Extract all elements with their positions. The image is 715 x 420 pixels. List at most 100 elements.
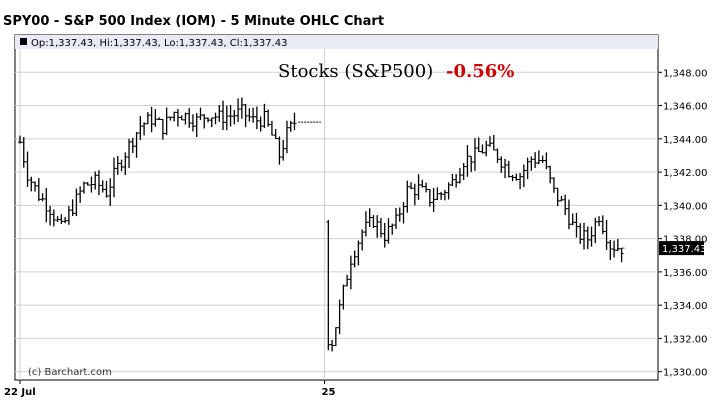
y-tick-label: 1,348.00 [663,68,708,79]
x-tick-label: 22 Jul [4,387,36,398]
ohlc-bar [521,164,526,188]
ohlc-bar [363,211,368,237]
ohlc-bar [405,180,410,213]
ohlc-bar [548,165,553,184]
ohlc-bar [612,240,617,258]
ohlc-bar [326,220,331,351]
ohlc-bar [164,107,169,136]
annotation-label: Stocks (S&P500) [278,61,433,82]
ohlc-bar [89,176,94,193]
ohlc-bar [566,199,571,230]
ohlc-bar [85,182,90,186]
ohlc-bar [431,187,436,213]
ohlc-bar [382,222,387,248]
ohlc-bar [59,214,64,225]
ohlc-bar [555,187,560,207]
x-axis: 22 Jul 25 [4,380,336,398]
ohlc-bar [480,144,485,154]
ohlc-bar [243,103,248,128]
ohlc-bar [48,205,53,226]
ohlc-bar [409,182,414,190]
ohlc-bar [66,206,71,225]
ohlc-bar [209,117,214,128]
ohlc-bar [518,173,523,190]
ohlc-bar [465,145,470,177]
ohlc-bar [96,170,101,196]
ohlc-bar [29,176,34,192]
ohlc-bar [390,223,395,235]
ohlc-bar [40,193,45,202]
ohlc-bar [206,117,210,123]
ohlc-bar [288,120,293,132]
ohlc-bar [446,182,451,200]
ohlc-bar [333,327,338,347]
ohlc-bar [525,157,530,180]
ohlc-bar [506,160,511,178]
ohlc-bars [18,97,624,352]
y-tick-label: 1,338.00 [663,235,708,246]
ohlc-bar [273,129,278,140]
y-tick-label: 1,336.00 [663,268,708,279]
ohlc-bar [281,140,286,161]
ohlc-bar [330,339,335,352]
ohlc-bar [157,117,162,120]
ohlc-bar [360,229,365,251]
ohlc-bar [108,178,113,206]
ohlc-bar [100,180,105,193]
ohlc-bar [503,158,508,179]
ohlc-bar [183,112,188,125]
ohlc-bar [123,152,128,175]
ohlc-bar [134,132,139,158]
ohlc-bar [160,118,165,140]
ohlc-bar [559,196,564,202]
ohlc-bar [247,108,252,122]
ohlc-bar [345,274,350,287]
ohlc-bar [254,106,259,130]
ohlc-bar [600,215,605,235]
ohlc-bar [221,100,226,131]
ohlc-bar [138,116,143,140]
ohlc-bar [224,105,229,131]
ohlc-bar [232,109,237,125]
y-tick-label: 1,332.00 [663,334,708,345]
ohlc-bar [78,186,83,203]
last-price-tag [659,241,704,256]
ohlc-bar [378,217,383,238]
ohlc-bar [544,152,549,170]
ohlc-bar [397,207,402,222]
ohlc-bar [375,215,380,238]
ohlc-bar [563,194,568,216]
y-tick-label: 1,334.00 [663,301,708,312]
ohlc-bar [585,226,590,250]
ohlc-bar [386,218,391,244]
y-tick-label: 1,340.00 [663,201,708,212]
ohlc-bar [401,202,406,224]
ohlc-bar [356,240,361,266]
ohlc-bar [104,180,109,198]
y-tick-label: 1,346.00 [663,102,708,113]
ohlc-bar [292,112,297,131]
ohlc-bar [371,215,376,229]
ohlc-bar [461,163,466,181]
ohlc-bar [55,216,60,222]
ohlc-bar [337,299,342,335]
ohlc-bar [202,114,207,129]
ohlc-bar [266,109,271,127]
ohlc-bar [394,207,398,230]
ohlc-bar [495,148,500,164]
ohlc-bar [127,138,132,169]
ohlc-bar [149,106,154,133]
ohlc-bar [172,111,177,122]
ohlc-bar [175,108,180,127]
ohlc-bar [533,152,538,169]
ohlc-bar [213,112,218,125]
ohlc-bar [228,104,233,127]
ohlc-bar [510,174,515,182]
ohlc-bar [262,103,267,128]
y-tick-label: 1,330.00 [663,368,708,379]
ohlc-bar [269,120,274,136]
ohlc-bar [70,199,75,217]
x-tick-label: 25 [322,387,336,398]
ohlc-bar [551,177,556,193]
